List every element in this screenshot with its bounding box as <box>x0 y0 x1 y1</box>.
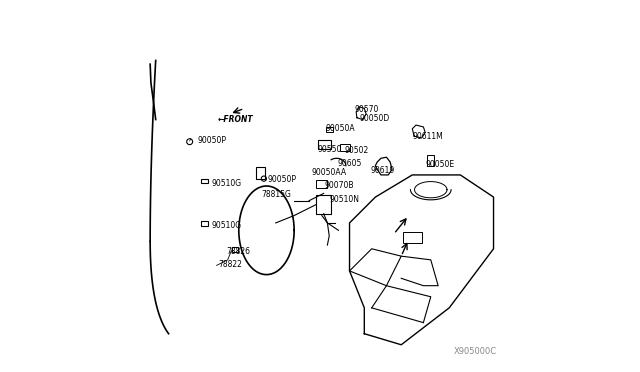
Text: 90611M: 90611M <box>412 132 443 141</box>
Text: 90050E: 90050E <box>426 160 455 169</box>
Text: 78815G: 78815G <box>262 190 292 199</box>
Text: 90502: 90502 <box>344 147 369 155</box>
Text: 90605: 90605 <box>337 158 362 168</box>
Text: 90050D: 90050D <box>359 114 389 123</box>
Text: 90510G: 90510G <box>211 221 241 230</box>
Bar <box>326 127 333 132</box>
Bar <box>232 247 237 253</box>
Bar <box>427 155 435 166</box>
Text: ←FRONT: ←FRONT <box>217 115 253 124</box>
Bar <box>316 195 331 214</box>
Bar <box>201 221 208 225</box>
Bar <box>340 144 349 151</box>
Bar <box>403 232 422 243</box>
Bar <box>318 140 331 149</box>
Text: 78822: 78822 <box>218 260 243 269</box>
Text: 90050AA: 90050AA <box>312 168 347 177</box>
Text: 90619: 90619 <box>371 166 396 174</box>
Text: 78826: 78826 <box>227 247 251 256</box>
Bar <box>316 180 328 188</box>
Text: 90510G: 90510G <box>211 179 241 188</box>
Text: 90050A: 90050A <box>326 124 355 132</box>
Text: 90550: 90550 <box>317 145 342 154</box>
Text: 90510N: 90510N <box>330 195 360 204</box>
Text: 90070B: 90070B <box>324 181 354 190</box>
Bar <box>257 167 264 179</box>
Text: X905000C: X905000C <box>454 347 497 356</box>
Bar <box>201 179 208 183</box>
Text: 90050P: 90050P <box>197 137 226 145</box>
Text: 90570: 90570 <box>355 105 379 115</box>
Text: 90050P: 90050P <box>268 175 296 184</box>
